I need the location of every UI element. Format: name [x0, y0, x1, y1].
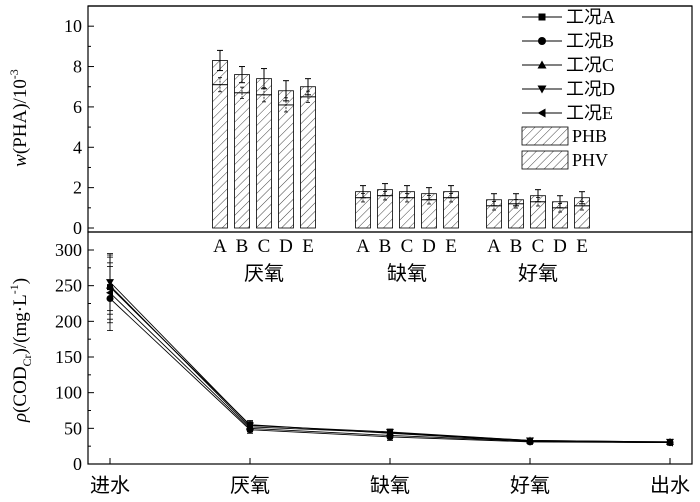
bar-category-label: A — [356, 236, 370, 257]
chart-legend: 工况A 工况B 工况C 工况D 工况E PHB PHV — [521, 7, 615, 170]
bottom-y-axis-label-text-1: (COD — [10, 366, 31, 412]
cod-series-line — [109, 286, 671, 444]
legend-marker — [537, 60, 547, 69]
cod-series-line — [109, 281, 671, 443]
top-y-tick-label: 0 — [73, 218, 82, 238]
phb-bar — [377, 195, 393, 229]
bottom-y-tick-label: 300 — [55, 240, 82, 260]
legend-bar-swatch — [521, 150, 569, 170]
bottom-x-tick-label: 缺氧 — [370, 474, 410, 497]
legend-entry-label: 工况E — [566, 103, 613, 123]
legend-entry-label: 工况C — [566, 55, 614, 75]
bar-category-label: C — [532, 236, 545, 257]
phb-bar — [256, 94, 272, 229]
bar-category-label: B — [510, 236, 523, 257]
top-y-tick-label: 4 — [73, 137, 82, 157]
top-y-axis-label: w(PHA)/10-3 — [7, 69, 31, 167]
cod-point — [246, 424, 253, 433]
bottom-y-tick-label: 100 — [55, 383, 82, 403]
bar-group-label: 缺氧 — [387, 262, 427, 285]
top-y-axis-label-exponent: -3 — [7, 69, 21, 79]
bottom-y-axis-label-symbol: ρ — [10, 413, 31, 423]
cod-point — [526, 437, 533, 446]
bar-group-label: 厌氧 — [244, 262, 284, 285]
phb-bar — [278, 104, 294, 229]
bottom-x-tick-label: 好氧 — [510, 474, 550, 497]
bottom-y-tick-label: 250 — [55, 276, 82, 296]
top-y-tick-label: 6 — [73, 97, 82, 117]
legend-entry-label: 工况D — [566, 79, 615, 99]
bottom-y-axis-label-text-2: )/(mg·L — [10, 294, 31, 354]
top-y-axis-label-symbol: w — [10, 154, 31, 167]
bottom-y-axis-label-subscript: Cr — [20, 354, 34, 366]
bottom-y-tick-label: 200 — [55, 311, 82, 331]
bottom-y-axis-label: ρ(CODCr)/(mg·L-1) — [7, 278, 34, 423]
bottom-y-tick-label: 50 — [64, 418, 82, 438]
legend-bar-swatch — [521, 126, 569, 146]
bar-category-label: E — [576, 236, 588, 257]
bottom-x-tick-label: 进水 — [90, 474, 130, 497]
legend-entry-label: 工况A — [566, 7, 615, 27]
bottom-x-tick-label: 出水 — [650, 474, 690, 497]
bottom-y-tick-label: 150 — [55, 347, 82, 367]
phb-bar — [300, 96, 316, 229]
legend-entry-label: PHB — [572, 126, 607, 146]
legend-marker — [537, 108, 546, 118]
top-y-tick-label: 8 — [73, 57, 82, 77]
top-y-tick-label: 2 — [73, 178, 82, 198]
legend-marker — [537, 85, 547, 94]
bar-category-label: E — [302, 236, 314, 257]
legend-marker — [538, 13, 546, 21]
cod-point — [666, 438, 673, 447]
bar-category-label: D — [279, 236, 293, 257]
phb-bar — [212, 84, 228, 229]
legend-entry-label: PHV — [572, 150, 608, 170]
bottom-y-tick-label: 0 — [73, 454, 82, 474]
bottom-x-tick-label: 厌氧 — [230, 474, 270, 497]
bar-category-label: B — [236, 236, 249, 257]
cod-point — [106, 288, 113, 297]
cod-series-line — [109, 285, 671, 443]
phb-bar — [234, 92, 250, 229]
bar-category-label: C — [401, 236, 414, 257]
bar-group-label: 好氧 — [518, 262, 558, 285]
bar-category-label: E — [445, 236, 457, 257]
legend-marker — [538, 37, 546, 45]
bottom-y-axis-label-text-3: ) — [10, 278, 31, 284]
bar-category-label: A — [213, 236, 227, 257]
top-y-axis-label-text: (PHA)/10 — [10, 79, 31, 154]
legend-entry-label: 工况B — [566, 31, 614, 51]
bar-category-label: D — [553, 236, 567, 257]
cod-point — [386, 431, 393, 440]
top-y-tick-label: 10 — [64, 16, 82, 36]
bar-category-label: C — [258, 236, 271, 257]
bar-category-label: A — [487, 236, 501, 257]
bottom-y-axis-label-exponent: -1 — [7, 284, 21, 294]
bar-category-label: D — [422, 236, 436, 257]
bar-category-label: B — [379, 236, 392, 257]
